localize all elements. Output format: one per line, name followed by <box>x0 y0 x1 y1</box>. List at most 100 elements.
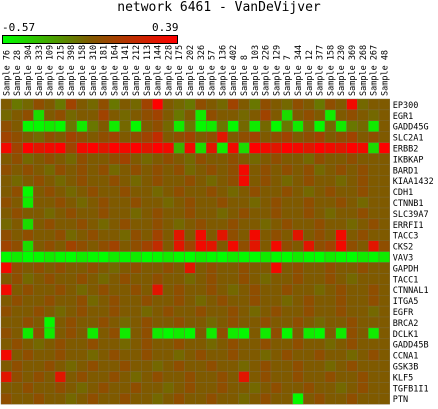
heatmap-cell <box>22 240 34 252</box>
heatmap-cell <box>260 185 272 198</box>
heatmap-cell <box>151 327 164 339</box>
heatmap-cell <box>260 229 272 241</box>
heatmap-cell <box>54 218 67 230</box>
heatmap-cell <box>281 131 293 143</box>
heatmap-cell <box>314 175 326 187</box>
heatmap-cell <box>162 185 175 198</box>
heatmap-cell <box>270 240 283 252</box>
heatmap-cell <box>346 284 358 296</box>
heatmap-cell <box>11 305 23 318</box>
heatmap-cell <box>260 360 272 372</box>
heatmap-cell <box>184 327 196 339</box>
heatmap-cell <box>65 393 77 405</box>
heatmap-cell <box>238 316 250 329</box>
heatmap-cell <box>346 382 358 394</box>
heatmap-cell <box>324 338 337 350</box>
column-label: Sample 228 <box>164 45 174 96</box>
heatmap-cell <box>335 360 347 372</box>
heatmap-cell <box>119 164 131 176</box>
heatmap-cell <box>151 153 164 165</box>
heatmap-cell <box>97 120 110 132</box>
heatmap-cell <box>184 284 196 296</box>
heatmap-cell <box>11 371 23 383</box>
heatmap-cell <box>11 251 23 263</box>
heatmap-cell <box>11 295 23 307</box>
heatmap-cell <box>65 305 77 318</box>
heatmap-cell <box>335 164 347 176</box>
heatmap-cell <box>292 120 304 132</box>
heatmap-cell <box>0 393 13 405</box>
heatmap-cell <box>260 295 272 307</box>
heatmap-cell <box>119 240 131 252</box>
heatmap-cell <box>260 273 272 285</box>
heatmap-cell <box>162 142 175 154</box>
heatmap-cell <box>216 218 229 230</box>
heatmap-cell <box>324 273 337 285</box>
heatmap-cell <box>119 327 131 339</box>
heatmap-cell <box>65 196 77 209</box>
heatmap-cell <box>33 316 45 329</box>
column-label: Sample 304 <box>24 45 34 96</box>
row-label: CKS2 <box>393 243 413 253</box>
heatmap-cell <box>11 218 23 230</box>
heatmap-cell <box>87 284 99 296</box>
heatmap-cell <box>270 393 283 405</box>
heatmap-cell <box>378 349 391 361</box>
heatmap-cell <box>162 218 175 230</box>
heatmap-cell <box>173 240 185 252</box>
heatmap-cell <box>141 371 153 383</box>
heatmap-cell <box>368 196 380 209</box>
heatmap-cell <box>335 284 347 296</box>
heatmap-cell <box>227 98 239 111</box>
heatmap-cell <box>227 316 239 329</box>
column-label: Sample 158 <box>326 45 336 96</box>
heatmap-cell <box>54 240 67 252</box>
heatmap-cell <box>238 295 250 307</box>
heatmap-cell <box>54 338 67 350</box>
heatmap-cell <box>76 349 88 361</box>
heatmap-cell <box>130 262 142 274</box>
heatmap-cell <box>0 284 13 296</box>
heatmap-cell <box>184 218 196 230</box>
heatmap-cell <box>97 142 110 154</box>
column-label: Sample 212 <box>132 45 142 96</box>
heatmap-cell <box>65 229 77 241</box>
heatmap-cell <box>11 316 23 329</box>
heatmap-cell <box>324 131 337 143</box>
column-label: Sample 144 <box>154 45 164 96</box>
heatmap-cell <box>195 207 207 220</box>
heatmap-cell <box>227 284 239 296</box>
heatmap-cell <box>87 338 99 350</box>
heatmap-cell <box>238 185 250 198</box>
heatmap-cell <box>238 142 250 154</box>
heatmap-cell <box>87 218 99 230</box>
heatmap-cell <box>184 142 196 154</box>
heatmap-cell <box>54 393 67 405</box>
heatmap-cell <box>97 185 110 198</box>
heatmap-cell <box>378 262 391 274</box>
heatmap-cell <box>335 327 347 339</box>
heatmap-cell <box>335 153 347 165</box>
heatmap-cell <box>65 164 77 176</box>
heatmap-cell <box>227 273 239 285</box>
heatmap-cell <box>324 175 337 187</box>
heatmap-cell <box>141 240 153 252</box>
heatmap-cell <box>270 382 283 394</box>
heatmap-cell <box>97 316 110 329</box>
row-label: ITGA5 <box>393 297 419 307</box>
column-label: Sample 398 <box>67 45 77 96</box>
column-label: Sample 136 <box>218 45 228 96</box>
heatmap-cell <box>54 229 67 241</box>
heatmap-cell <box>22 120 34 132</box>
heatmap-cell <box>65 153 77 165</box>
heatmap-cell <box>76 229 88 241</box>
heatmap-cell <box>54 262 67 274</box>
heatmap-cell <box>260 218 272 230</box>
heatmap-cell <box>11 120 23 132</box>
heatmap-cell <box>195 360 207 372</box>
heatmap-cell <box>195 316 207 329</box>
heatmap-cell <box>108 273 121 285</box>
heatmap-cell <box>44 153 56 165</box>
heatmap-cell <box>249 164 261 176</box>
heatmap-cell <box>130 295 142 307</box>
